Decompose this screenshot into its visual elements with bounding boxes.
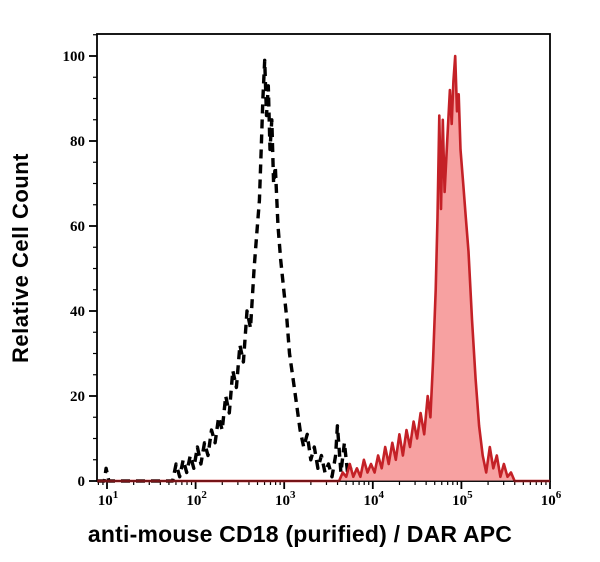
y-tick-label: 80	[70, 134, 85, 150]
y-tick-label: 40	[70, 304, 85, 320]
y-tick-label: 0	[78, 474, 86, 490]
x-tick-label: 102	[186, 489, 207, 509]
plot-frame	[96, 33, 551, 482]
x-tick-label: 103	[275, 489, 296, 509]
stained-sample-fill	[97, 56, 551, 481]
x-tick-label: 101	[98, 489, 119, 509]
x-axis-title: anti-mouse CD18 (purified) / DAR APC	[87, 521, 513, 547]
y-axis-title: Relative Cell Count	[8, 153, 33, 363]
negative-control-curve	[97, 58, 355, 483]
x-tick-label: 106	[541, 489, 562, 509]
y-tick-label: 60	[70, 219, 85, 235]
x-tick-label: 104	[364, 489, 385, 509]
stained-sample-curve	[97, 54, 550, 483]
x-tick-label: 105	[452, 489, 473, 509]
y-tick-label: 20	[70, 389, 85, 405]
y-tick-label: 100	[63, 49, 86, 65]
